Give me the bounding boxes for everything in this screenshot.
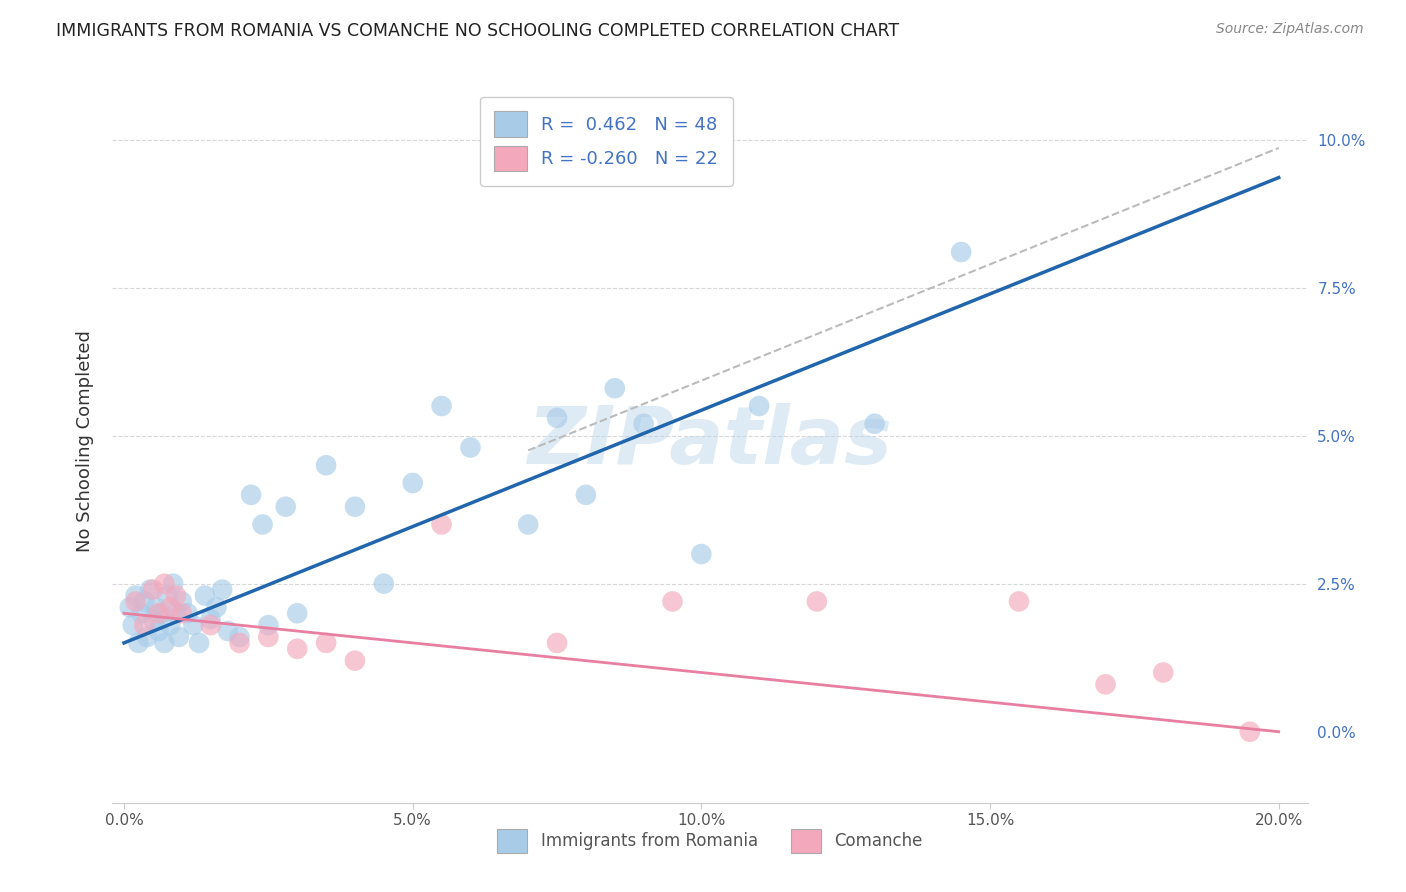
Point	[661, 594, 683, 608]
Point	[257, 630, 280, 644]
Point	[211, 582, 233, 597]
Text: IMMIGRANTS FROM ROMANIA VS COMANCHE NO SCHOOLING COMPLETED CORRELATION CHART: IMMIGRANTS FROM ROMANIA VS COMANCHE NO S…	[56, 22, 900, 40]
Point	[603, 381, 626, 395]
Point	[373, 576, 395, 591]
Point	[165, 607, 187, 621]
Point	[153, 576, 176, 591]
Point	[240, 488, 263, 502]
Point	[176, 607, 198, 621]
Point	[150, 607, 173, 621]
Point	[228, 636, 250, 650]
Point	[139, 582, 162, 597]
Point	[315, 636, 337, 650]
Point	[228, 630, 250, 644]
Point	[806, 594, 828, 608]
Point	[165, 589, 187, 603]
Point	[1152, 665, 1174, 680]
Point	[460, 441, 482, 455]
Point	[145, 600, 167, 615]
Point	[148, 607, 170, 621]
Point	[131, 607, 153, 621]
Point	[217, 624, 239, 638]
Point	[517, 517, 540, 532]
Point	[159, 618, 181, 632]
Point	[546, 636, 568, 650]
Point	[167, 630, 190, 644]
Point	[148, 624, 170, 638]
Point	[546, 410, 568, 425]
Point	[1094, 677, 1116, 691]
Point	[156, 589, 179, 603]
Point	[285, 641, 308, 656]
Point	[430, 399, 453, 413]
Point	[343, 654, 366, 668]
Point	[121, 618, 143, 632]
Point	[136, 630, 159, 644]
Point	[343, 500, 366, 514]
Point	[430, 517, 453, 532]
Point	[188, 636, 211, 650]
Point	[252, 517, 274, 532]
Point	[127, 636, 149, 650]
Point	[142, 612, 165, 626]
Point	[200, 612, 222, 626]
Point	[170, 594, 193, 608]
Text: Source: ZipAtlas.com: Source: ZipAtlas.com	[1216, 22, 1364, 37]
Point	[124, 589, 146, 603]
Point	[142, 582, 165, 597]
Point	[153, 636, 176, 650]
Point	[1008, 594, 1031, 608]
Point	[274, 500, 297, 514]
Text: ZIPatlas: ZIPatlas	[527, 402, 893, 481]
Point	[863, 417, 886, 431]
Point	[633, 417, 655, 431]
Point	[170, 607, 193, 621]
Point	[285, 607, 308, 621]
Point	[257, 618, 280, 632]
Point	[1239, 724, 1261, 739]
Legend: Immigrants from Romania, Comanche: Immigrants from Romania, Comanche	[491, 822, 929, 860]
Point	[134, 618, 156, 632]
Point	[162, 576, 184, 591]
Point	[690, 547, 713, 561]
Point	[134, 594, 156, 608]
Point	[748, 399, 770, 413]
Point	[950, 245, 973, 260]
Y-axis label: No Schooling Completed: No Schooling Completed	[76, 331, 94, 552]
Point	[575, 488, 598, 502]
Point	[124, 594, 146, 608]
Point	[181, 618, 204, 632]
Point	[194, 589, 217, 603]
Point	[315, 458, 337, 473]
Point	[118, 600, 141, 615]
Point	[402, 475, 425, 490]
Point	[159, 600, 181, 615]
Point	[205, 600, 228, 615]
Point	[200, 618, 222, 632]
